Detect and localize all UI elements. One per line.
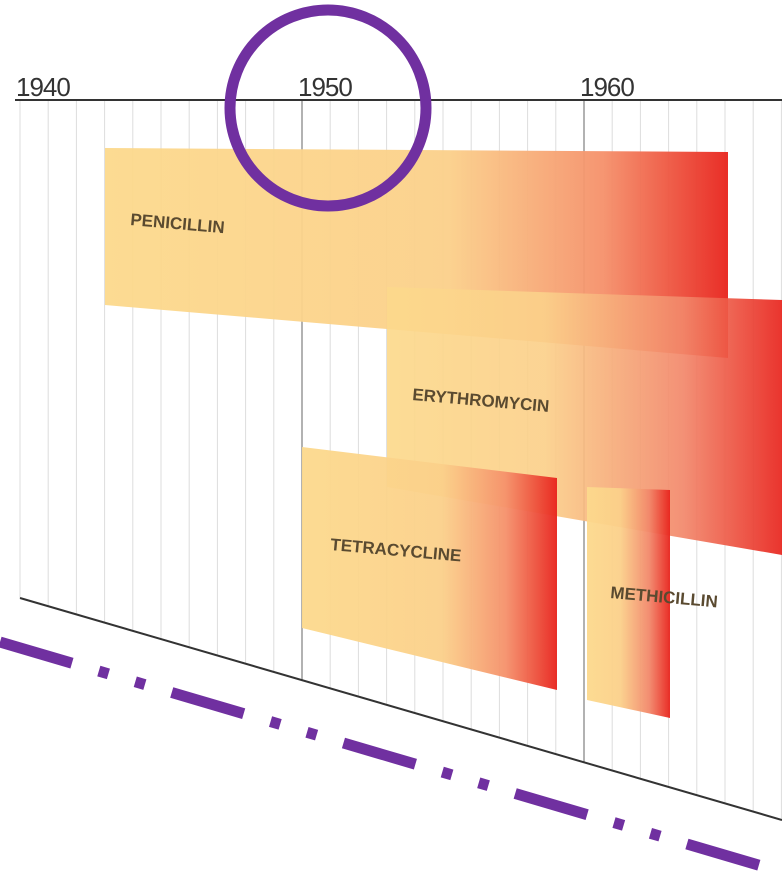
- year-label: 1940: [16, 72, 70, 102]
- highlight-circle: [224, 4, 432, 212]
- bar: [302, 447, 557, 690]
- year-label: 1960: [580, 72, 634, 102]
- baseline: [19, 597, 782, 821]
- year-label: 1950: [298, 72, 352, 102]
- dash-dot-line: [0, 636, 782, 878]
- bar: [587, 487, 670, 718]
